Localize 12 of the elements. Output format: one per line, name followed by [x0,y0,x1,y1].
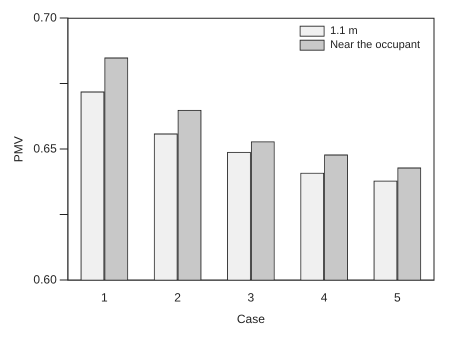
x-tick-label: 1 [101,290,108,305]
x-tick-label: 3 [248,290,255,305]
legend-label: Near the occupant [330,39,420,52]
y-tick-label: 0.65 [33,142,58,156]
x-axis-title: Case [236,312,266,326]
y-tick-label: 0.60 [33,272,58,287]
y-axis-title: PMV [12,136,26,162]
x-tick-label: 2 [174,290,182,305]
x-tick-label: 4 [320,290,328,305]
legend-label: 1.1 m [330,25,358,38]
y-tick-label: 0.70 [33,10,58,25]
x-tick-label: 5 [394,290,402,305]
